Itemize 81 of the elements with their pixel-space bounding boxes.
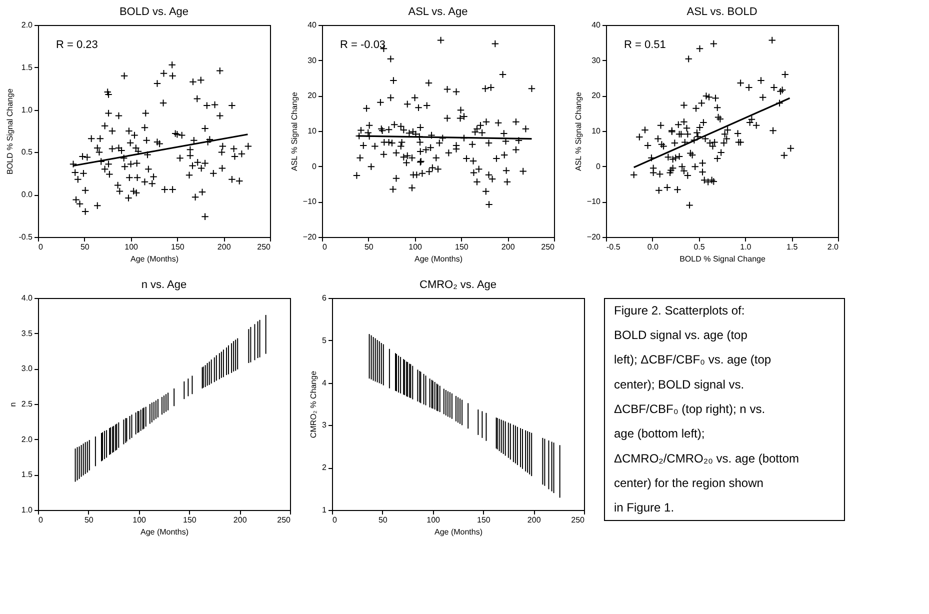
y-tick-label: 1.5 xyxy=(21,470,34,480)
x-tick-label: 1.0 xyxy=(740,242,752,252)
x-tick-label: 0 xyxy=(38,516,44,524)
x-tick-label: 50 xyxy=(80,242,90,252)
y-axis-title: ASL % Signal Change xyxy=(574,92,583,171)
y-tick-label: 1.0 xyxy=(21,506,34,514)
text: Figure 2. Scatterplots of: BOLD signal vs. age (top left); ΔCBF/CBF₀ vs. age (top center); BOLD signal vs. ΔCBF/CBF₀ (top right); n vs. age (bottom left); ΔCMRO₂/CMRO₂₀ vs. age (bottom center) for the region shown in Figure 1. xyxy=(614,303,800,515)
y-tick-label: 40 xyxy=(308,20,318,30)
x-tick-label: 50 xyxy=(378,516,388,524)
y-tick-label: 20 xyxy=(308,91,318,100)
x-tick-label: 200 xyxy=(527,516,542,524)
x-tick-label: 1.5 xyxy=(786,242,798,252)
x-tick-label: 2.0 xyxy=(827,242,840,252)
y-tick-label: -0.5 xyxy=(18,232,34,242)
x-tick-label: 0 xyxy=(332,516,338,524)
y-tick-label: 30 xyxy=(308,56,318,65)
x-tick-label: 100 xyxy=(426,516,441,524)
y-tick-label: 0.0 xyxy=(21,190,34,200)
y-tick-label: 4 xyxy=(322,378,328,388)
y-tick-label: −10 xyxy=(586,197,602,206)
y-tick-label: 0.5 xyxy=(21,148,34,157)
y-tick-label: 1.0 xyxy=(21,105,34,114)
y-tick-label: 3.0 xyxy=(21,364,34,374)
x-tick-label: 50 xyxy=(84,516,94,524)
x-tick-label: 250 xyxy=(571,516,586,524)
chart-title: n vs. Age xyxy=(141,279,187,291)
x-tick-label: 250 xyxy=(277,516,292,524)
y-tick-label: 6 xyxy=(322,294,328,302)
y-axis-title: n xyxy=(8,402,18,407)
y-axis-title: ASL % Signal Change xyxy=(290,92,299,171)
chart-title: CMRO₂ vs. Age xyxy=(419,279,497,291)
x-tick-label: 200 xyxy=(233,516,248,524)
x-tick-label: 250 xyxy=(541,242,556,252)
y-tick-label: −20 xyxy=(586,232,602,242)
annotation: R = -0.03 xyxy=(340,39,386,51)
x-axis-title: Age (Months) xyxy=(434,528,483,536)
y-tick-label: 10 xyxy=(592,126,602,136)
x-axis-title: Age (Months) xyxy=(140,528,189,536)
x-tick-label: 250 xyxy=(257,242,272,252)
x-tick-label: 100 xyxy=(124,242,139,252)
x-tick-label: 150 xyxy=(171,242,185,252)
x-tick-label: 0.5 xyxy=(694,242,706,252)
x-tick-label: 100 xyxy=(132,516,147,524)
x-tick-label: -0.5 xyxy=(606,242,621,252)
annotation: R = 0.23 xyxy=(56,39,98,51)
x-tick-label: 150 xyxy=(183,516,197,524)
y-tick-label: −10 xyxy=(302,197,318,206)
chart-title: BOLD vs. Age xyxy=(119,6,189,18)
x-tick-label: 100 xyxy=(408,242,423,252)
y-tick-label: 5 xyxy=(322,336,328,345)
x-tick-label: 0.0 xyxy=(647,242,660,252)
x-tick-label: 200 xyxy=(217,242,232,252)
x-tick-label: 200 xyxy=(501,242,516,252)
y-tick-label: 3 xyxy=(322,420,328,430)
x-axis-title: BOLD % Signal Change xyxy=(680,254,766,264)
y-tick-label: 4.0 xyxy=(21,294,34,302)
y-tick-label: 1.5 xyxy=(21,62,34,72)
y-tick-label: −20 xyxy=(302,232,318,242)
y-tick-label: 30 xyxy=(592,56,602,65)
y-tick-label: 40 xyxy=(592,20,602,30)
y-tick-label: 1 xyxy=(322,506,328,514)
y-tick-label: 20 xyxy=(592,91,602,100)
x-tick-label: 150 xyxy=(455,242,469,252)
chart-title: ASL vs. BOLD xyxy=(686,6,758,18)
y-tick-label: 0 xyxy=(312,162,318,171)
x-tick-label: 150 xyxy=(477,516,491,524)
annotation: R = 0.51 xyxy=(624,39,666,51)
x-axis-title: Age (Months) xyxy=(414,254,463,264)
x-tick-label: 0 xyxy=(38,242,44,252)
chart-title: ASL vs. Age xyxy=(408,6,468,18)
y-tick-label: 3.5 xyxy=(21,328,34,338)
y-tick-label: 2 xyxy=(322,463,328,472)
y-tick-label: 2.0 xyxy=(21,434,34,444)
y-tick-label: 0 xyxy=(596,162,602,171)
y-tick-label: 2.0 xyxy=(21,20,34,30)
x-axis-title: Age (Months) xyxy=(130,254,179,264)
x-tick-label: 50 xyxy=(364,242,374,252)
y-tick-label: 2.5 xyxy=(21,400,34,408)
y-tick-label: 10 xyxy=(308,126,318,136)
y-axis-title: BOLD % Signal Change xyxy=(6,88,15,174)
y-axis-title: CMRO₂ % Change xyxy=(309,370,318,438)
